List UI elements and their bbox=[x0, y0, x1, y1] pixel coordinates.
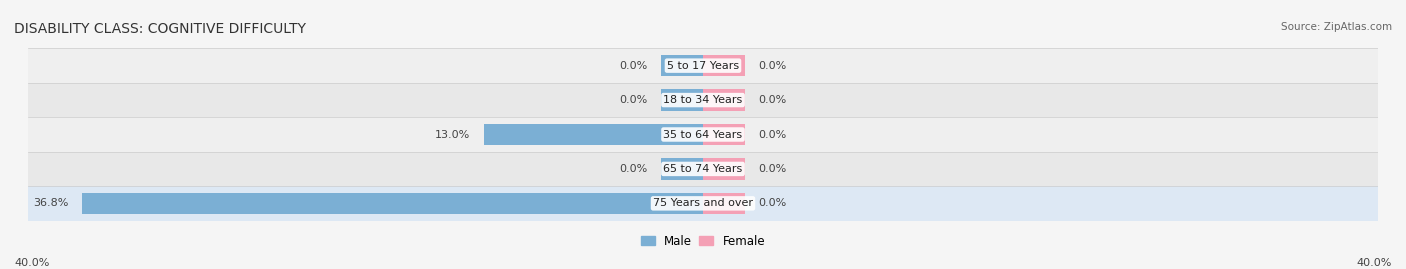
Text: 0.0%: 0.0% bbox=[619, 164, 647, 174]
Text: 0.0%: 0.0% bbox=[759, 61, 787, 71]
Text: 36.8%: 36.8% bbox=[34, 198, 69, 208]
Bar bbox=[484, 124, 703, 145]
Text: 13.0%: 13.0% bbox=[434, 129, 470, 140]
Text: 0.0%: 0.0% bbox=[759, 129, 787, 140]
Bar bbox=[28, 117, 1378, 152]
Bar bbox=[703, 55, 745, 76]
Text: 0.0%: 0.0% bbox=[619, 95, 647, 105]
Text: 0.0%: 0.0% bbox=[759, 198, 787, 208]
Text: 75 Years and over: 75 Years and over bbox=[652, 198, 754, 208]
Bar bbox=[703, 124, 745, 145]
Bar bbox=[28, 186, 1378, 221]
Text: 0.0%: 0.0% bbox=[619, 61, 647, 71]
Bar bbox=[703, 158, 745, 180]
Text: DISABILITY CLASS: COGNITIVE DIFFICULTY: DISABILITY CLASS: COGNITIVE DIFFICULTY bbox=[14, 22, 307, 36]
Bar bbox=[28, 152, 1378, 186]
Text: 40.0%: 40.0% bbox=[1357, 258, 1392, 268]
Bar bbox=[28, 48, 1378, 83]
Bar bbox=[661, 55, 703, 76]
Bar bbox=[28, 83, 1378, 117]
Text: 35 to 64 Years: 35 to 64 Years bbox=[664, 129, 742, 140]
Text: 18 to 34 Years: 18 to 34 Years bbox=[664, 95, 742, 105]
Bar bbox=[703, 89, 745, 111]
Bar bbox=[661, 89, 703, 111]
Text: 0.0%: 0.0% bbox=[759, 95, 787, 105]
Bar bbox=[661, 158, 703, 180]
Text: 40.0%: 40.0% bbox=[14, 258, 49, 268]
Text: Source: ZipAtlas.com: Source: ZipAtlas.com bbox=[1281, 22, 1392, 31]
Text: 65 to 74 Years: 65 to 74 Years bbox=[664, 164, 742, 174]
Legend: Male, Female: Male, Female bbox=[636, 230, 770, 253]
Text: 0.0%: 0.0% bbox=[759, 164, 787, 174]
Text: 5 to 17 Years: 5 to 17 Years bbox=[666, 61, 740, 71]
Bar bbox=[703, 193, 745, 214]
Bar bbox=[82, 193, 703, 214]
